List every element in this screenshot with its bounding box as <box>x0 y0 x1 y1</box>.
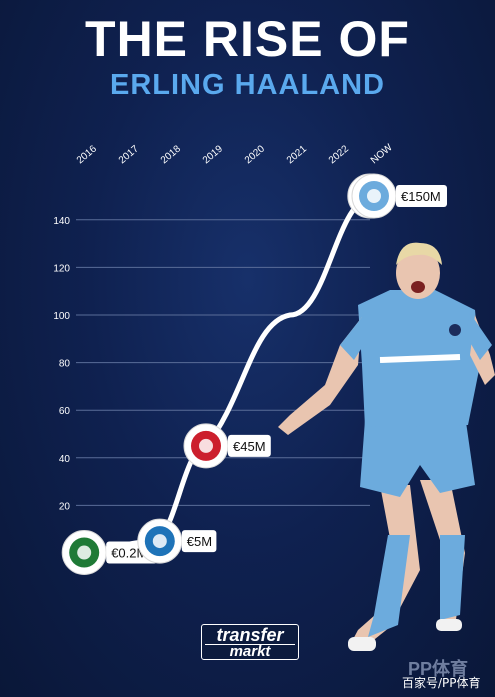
x-tick-label: NOW <box>369 142 395 166</box>
page-subtitle: ERLING HAALAND <box>110 69 385 101</box>
club-marker: €150M <box>351 173 447 219</box>
x-tick-label: 2022 <box>327 143 351 166</box>
club-badge-center <box>367 189 381 203</box>
x-tick-label: 2020 <box>243 143 267 166</box>
logo-bottom-text: markt <box>229 643 271 660</box>
value-label: €0.2M <box>111 546 147 561</box>
club-marker: €0.2M <box>61 530 158 576</box>
y-tick-label: 20 <box>59 501 71 512</box>
y-tick-label: 120 <box>53 263 70 274</box>
value-label: €5M <box>187 534 212 549</box>
club-badge-center <box>199 438 213 453</box>
value-label-box <box>228 434 271 457</box>
y-tick-label: 80 <box>59 359 71 370</box>
value-label-box <box>396 185 447 207</box>
player-figure <box>278 242 495 651</box>
y-tick-label: 140 <box>53 216 70 227</box>
x-tick-label: 2018 <box>159 143 183 166</box>
y-tick-label: 100 <box>53 311 70 322</box>
page-title: THE RISE OF <box>85 11 410 67</box>
club-marker: €5M <box>137 518 217 564</box>
transfermarkt-logo: transfer markt <box>201 624 299 660</box>
x-tick-label: 2021 <box>285 143 309 166</box>
logo-top-text: transfer <box>205 625 295 645</box>
x-tick-label: 2019 <box>201 143 225 166</box>
club-marker: €45M <box>183 423 271 469</box>
watermark-logo: PP体育 <box>408 659 469 679</box>
y-tick-label: 40 <box>59 454 71 465</box>
x-tick-label: 2016 <box>75 143 99 166</box>
club-badge-center <box>77 545 92 560</box>
y-tick-label: 60 <box>59 406 71 417</box>
x-tick-label: 2017 <box>117 143 141 166</box>
value-label: €150M <box>401 189 441 204</box>
watermark-text: 百家号/PP体育 <box>402 676 481 690</box>
club-badge-center <box>152 534 167 549</box>
value-label-box <box>181 530 217 553</box>
value-label: €45M <box>233 439 266 454</box>
